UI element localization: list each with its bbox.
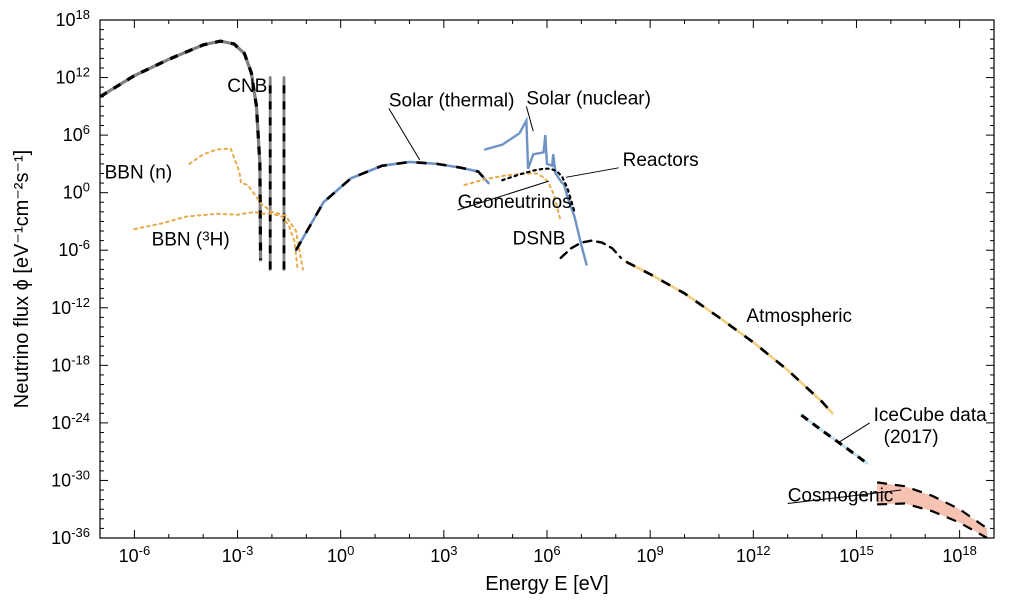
solar-thermal-label: Solar (thermal) <box>389 90 515 111</box>
dsnb-label: DSNB <box>513 228 566 249</box>
atmospheric-curve <box>626 262 832 414</box>
curves-group <box>100 41 987 538</box>
x-tick-label: 106 <box>533 543 560 566</box>
x-axis-label: Energy E [eV] <box>485 573 608 595</box>
y-tick-label: 10-30 <box>51 467 90 490</box>
icecube-label: IceCube data <box>874 405 987 426</box>
dsnb-curve <box>561 241 621 258</box>
y-tick-label: 106 <box>63 122 90 145</box>
x-tick-label: 103 <box>430 543 457 566</box>
bbn-n-curve <box>189 149 302 270</box>
y-tick-label: 100 <box>63 180 90 203</box>
y-tick-label: 10-36 <box>51 525 90 548</box>
y-tick-label: 10-18 <box>51 352 90 375</box>
y-tick-label: 10-12 <box>51 295 90 318</box>
x-tick-label: 1012 <box>736 543 771 566</box>
x-tick-label: 1015 <box>839 543 874 566</box>
icecube-label2: (2017) <box>884 427 939 448</box>
atmospheric-label: Atmospheric <box>746 306 852 327</box>
x-tick-label: 10-6 <box>119 543 151 566</box>
atmospheric-curve-base <box>626 262 832 414</box>
y-tick-label: 1012 <box>56 65 91 88</box>
solar-nuclear-label: Solar (nuclear) <box>526 88 651 109</box>
cosmogenic-label: Cosmogenic <box>788 486 894 507</box>
icecube-curve-base <box>801 415 866 463</box>
cnb-label: CNB <box>227 76 267 97</box>
y-tick-label: 1018 <box>56 7 91 30</box>
x-tick-label: 100 <box>327 543 354 566</box>
y-tick-label: 10-24 <box>51 410 90 433</box>
x-tick-label: 10-3 <box>222 543 254 566</box>
reactors-label: Reactors <box>623 150 699 171</box>
x-tick-label: 1018 <box>942 543 977 566</box>
bbn-3h-label: BBN (3H) <box>152 228 230 250</box>
cnb-curve <box>100 41 261 260</box>
y-tick-label: 10-6 <box>58 237 90 260</box>
bbn-n-label: BBN (n) <box>105 162 173 183</box>
cnb-curve-base <box>100 41 261 260</box>
neutrino-flux-chart: 10-6 10-3 100 103 106 109 1012 1015 1018 10-36 10-… <box>0 0 1024 608</box>
y-axis-label: Neutrino flux ϕ [eV⁻¹cm⁻²s⁻¹] <box>11 150 33 408</box>
solar-thermal-leader <box>389 108 420 160</box>
geoneutrinos-label: Geoneutrinos <box>458 192 572 213</box>
reactors-leader <box>566 168 619 178</box>
x-tick-label: 109 <box>637 543 664 566</box>
icecube-leader <box>839 423 869 442</box>
